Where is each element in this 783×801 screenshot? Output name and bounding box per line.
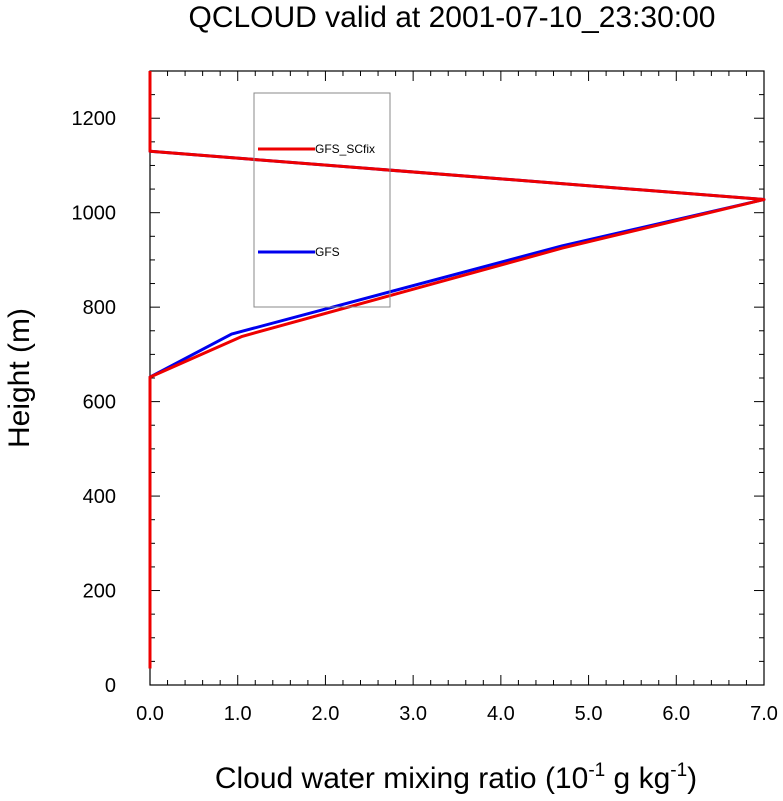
x-tick-label: 5.0 (575, 703, 603, 725)
y-tick-label: 1200 (72, 108, 117, 130)
x-tick-label: 3.0 (399, 703, 427, 725)
x-tick-label: 1.0 (224, 703, 252, 725)
series-line-gfs-scfix (148, 71, 766, 669)
x-tick-label: 6.0 (662, 703, 690, 725)
series-line-gfs (148, 71, 766, 669)
y-tick-label: 1000 (72, 203, 117, 225)
legend-box (253, 92, 391, 308)
legend: GFS_SCfix GFS (253, 92, 391, 308)
plot-frame (149, 70, 765, 686)
legend-label-gfs-scfix: GFS_SCfix (315, 142, 375, 156)
y-tick-label: 800 (83, 297, 116, 319)
x-axis-label: Cloud water mixing ratio (10-1 g kg-1) (215, 760, 697, 795)
chart-title: QCLOUD valid at 2001-07-10_23:30:00 (189, 1, 716, 34)
x-tick-label: 4.0 (487, 703, 515, 725)
x-tick-label: 0.0 (136, 703, 164, 725)
x-tick-label: 2.0 (312, 703, 340, 725)
x-tick-label: 7.0 (750, 703, 778, 725)
legend-label-gfs: GFS (315, 245, 340, 259)
ticks-layer: 0.0 1.0 2.0 3.0 4.0 5.0 6.0 7.0 0 200 400 600 800 100… (72, 70, 778, 725)
y-tick-label: 200 (83, 581, 116, 603)
y-tick-label: 400 (83, 486, 116, 508)
y-axis-label: Height (m) (3, 308, 36, 448)
series-layer (148, 71, 766, 669)
y-tick-label: 0 (105, 675, 116, 697)
y-tick-label: 600 (83, 392, 116, 414)
